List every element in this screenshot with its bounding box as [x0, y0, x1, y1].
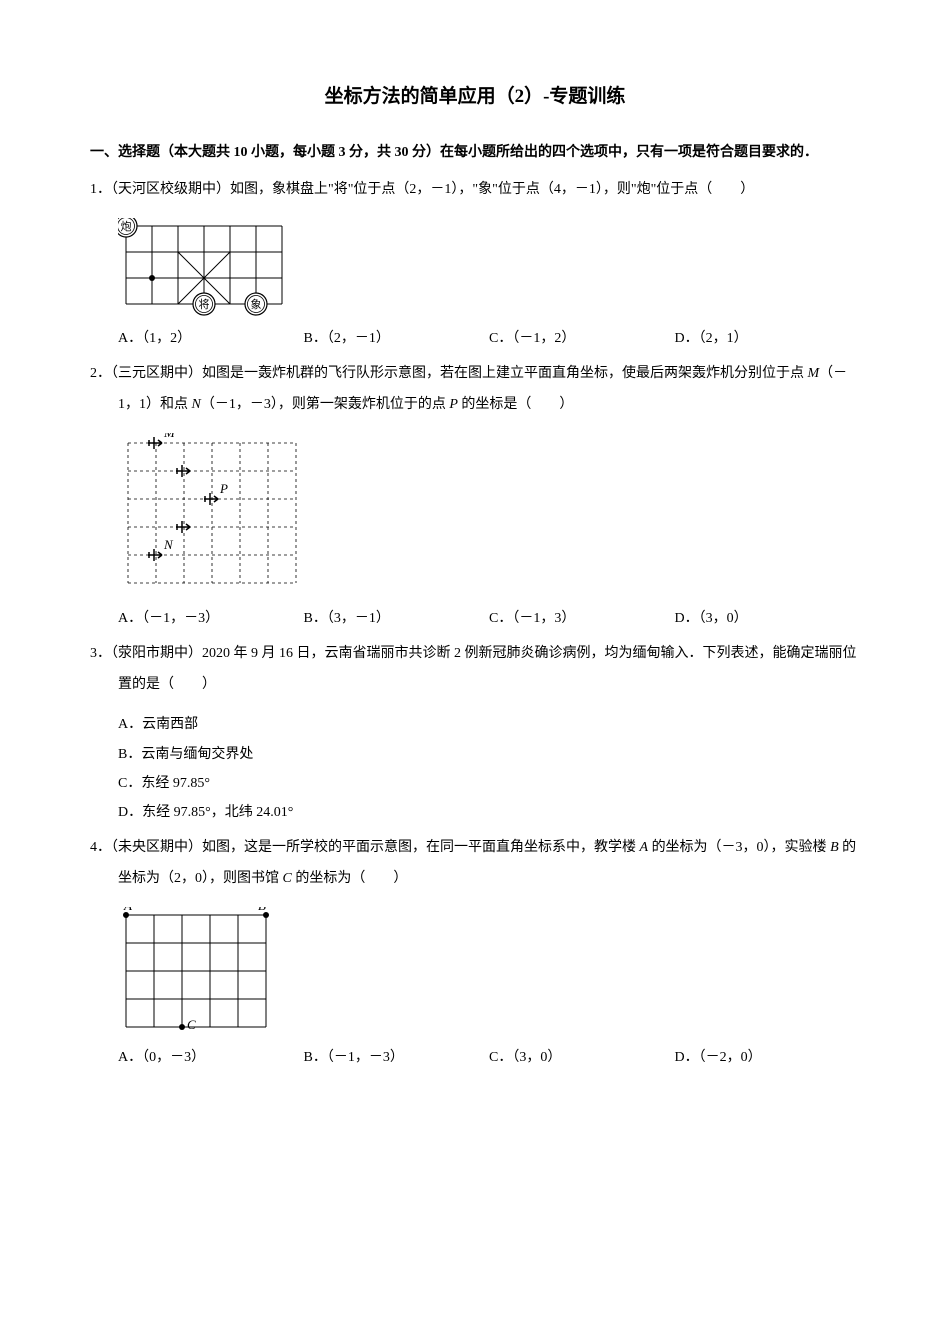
q1-figure: 炮将 象 — [118, 218, 860, 318]
q4-text4: 的坐标为（ ） — [292, 871, 408, 886]
q2-m: M — [808, 366, 820, 381]
svg-text:B: B — [258, 907, 266, 913]
q2-text1: 如图是一轰炸机群的飞行队形示意图，若在图上建立平面直角坐标，使最后两架轰炸机分别… — [202, 366, 808, 381]
q3-source: （荥阳市期中） — [111, 646, 202, 661]
q2-p: P — [449, 397, 458, 412]
question-4: 4．（未央区期中）如图，这是一所学校的平面示意图，在同一平面直角坐标系中，教学楼… — [90, 833, 860, 895]
q2-ncoord: （－1，－3），则第一架轰炸机位于的点 — [201, 397, 450, 412]
q4-options: A．（0，－3） B．（－1，－3） C．（3，0） D．（－2，0） — [90, 1045, 860, 1070]
page-title: 坐标方法的简单应用（2）-专题训练 — [90, 80, 860, 114]
bomber-diagram-svg: M P N — [118, 433, 308, 598]
q4-opt-b: B．（－1，－3） — [304, 1045, 490, 1070]
q4-opt-a: A．（0，－3） — [118, 1045, 304, 1070]
q1-options: A．（1，2） B．（2，－1） C．（－1，2） D．（2，1） — [90, 326, 860, 351]
q3-text: 2020 年 9 月 16 日，云南省瑞丽市共诊断 2 例新冠肺炎确诊病例，均为… — [118, 646, 857, 692]
q2-opt-a: A．（－1，－3） — [118, 606, 304, 631]
q4-c: C — [283, 871, 292, 886]
q1-num: 1． — [90, 182, 111, 197]
q4-b: B — [830, 840, 839, 855]
q2-options: A．（－1，－3） B．（3，－1） C．（－1，3） D．（3，0） — [90, 606, 860, 631]
school-map-svg: A B C — [118, 907, 278, 1037]
svg-text:N: N — [163, 537, 174, 552]
q4-opt-d: D．（－2，0） — [675, 1045, 861, 1070]
q1-opt-b: B．（2，－1） — [304, 326, 490, 351]
question-1: 1．（天河区校级期中）如图，象棋盘上"将"位于点（2，－1），"象"位于点（4，… — [90, 175, 860, 206]
q2-opt-b: B．（3，－1） — [304, 606, 490, 631]
q3-opt-b: B．云南与缅甸交界处 — [118, 742, 860, 767]
q1-source: （天河区校级期中） — [111, 182, 230, 197]
section-1-header: 一、选择题（本大题共 10 小题，每小题 3 分，共 30 分）在每小题所给出的… — [90, 138, 860, 169]
chess-board-svg: 炮将 象 — [118, 218, 288, 318]
svg-text:象: 象 — [251, 298, 262, 311]
question-2: 2．（三元区期中）如图是一轰炸机群的飞行队形示意图，若在图上建立平面直角坐标，使… — [90, 359, 860, 421]
q2-num: 2． — [90, 366, 111, 381]
svg-text:将: 将 — [199, 298, 210, 311]
q4-a: A — [640, 840, 649, 855]
q3-options: A．云南西部 B．云南与缅甸交界处 C．东经 97.85° D．东经 97.85… — [90, 712, 860, 825]
q3-opt-c: C．东经 97.85° — [118, 771, 860, 796]
svg-text:C: C — [187, 1017, 196, 1032]
q1-opt-a: A．（1，2） — [118, 326, 304, 351]
svg-text:M: M — [163, 433, 176, 440]
q3-num: 3． — [90, 646, 111, 661]
q2-source: （三元区期中） — [111, 366, 202, 381]
q2-opt-d: D．（3，0） — [675, 606, 861, 631]
q2-opt-c: C．（－1，3） — [489, 606, 675, 631]
q4-source: （未央区期中） — [111, 840, 202, 855]
q4-figure: A B C — [118, 907, 860, 1037]
q2-figure: M P N — [118, 433, 860, 598]
q2-text2: 的坐标是（ ） — [458, 397, 574, 412]
q3-opt-d: D．东经 97.85°，北纬 24.01° — [118, 800, 860, 825]
q4-text1: 如图，这是一所学校的平面示意图，在同一平面直角坐标系中，教学楼 — [202, 840, 640, 855]
q1-text: 如图，象棋盘上"将"位于点（2，－1），"象"位于点（4，－1），则"炮"位于点… — [230, 182, 754, 197]
q4-num: 4． — [90, 840, 111, 855]
svg-text:P: P — [219, 481, 228, 496]
svg-text:A: A — [123, 907, 132, 913]
q4-opt-c: C．（3，0） — [489, 1045, 675, 1070]
q3-opt-a: A．云南西部 — [118, 712, 860, 737]
q1-opt-d: D．（2，1） — [675, 326, 861, 351]
q1-opt-c: C．（－1，2） — [489, 326, 675, 351]
q2-n: N — [192, 397, 201, 412]
q4-text2: 的坐标为（－3，0），实验楼 — [648, 840, 830, 855]
svg-text:炮: 炮 — [121, 220, 132, 233]
question-3: 3．（荥阳市期中）2020 年 9 月 16 日，云南省瑞丽市共诊断 2 例新冠… — [90, 639, 860, 701]
